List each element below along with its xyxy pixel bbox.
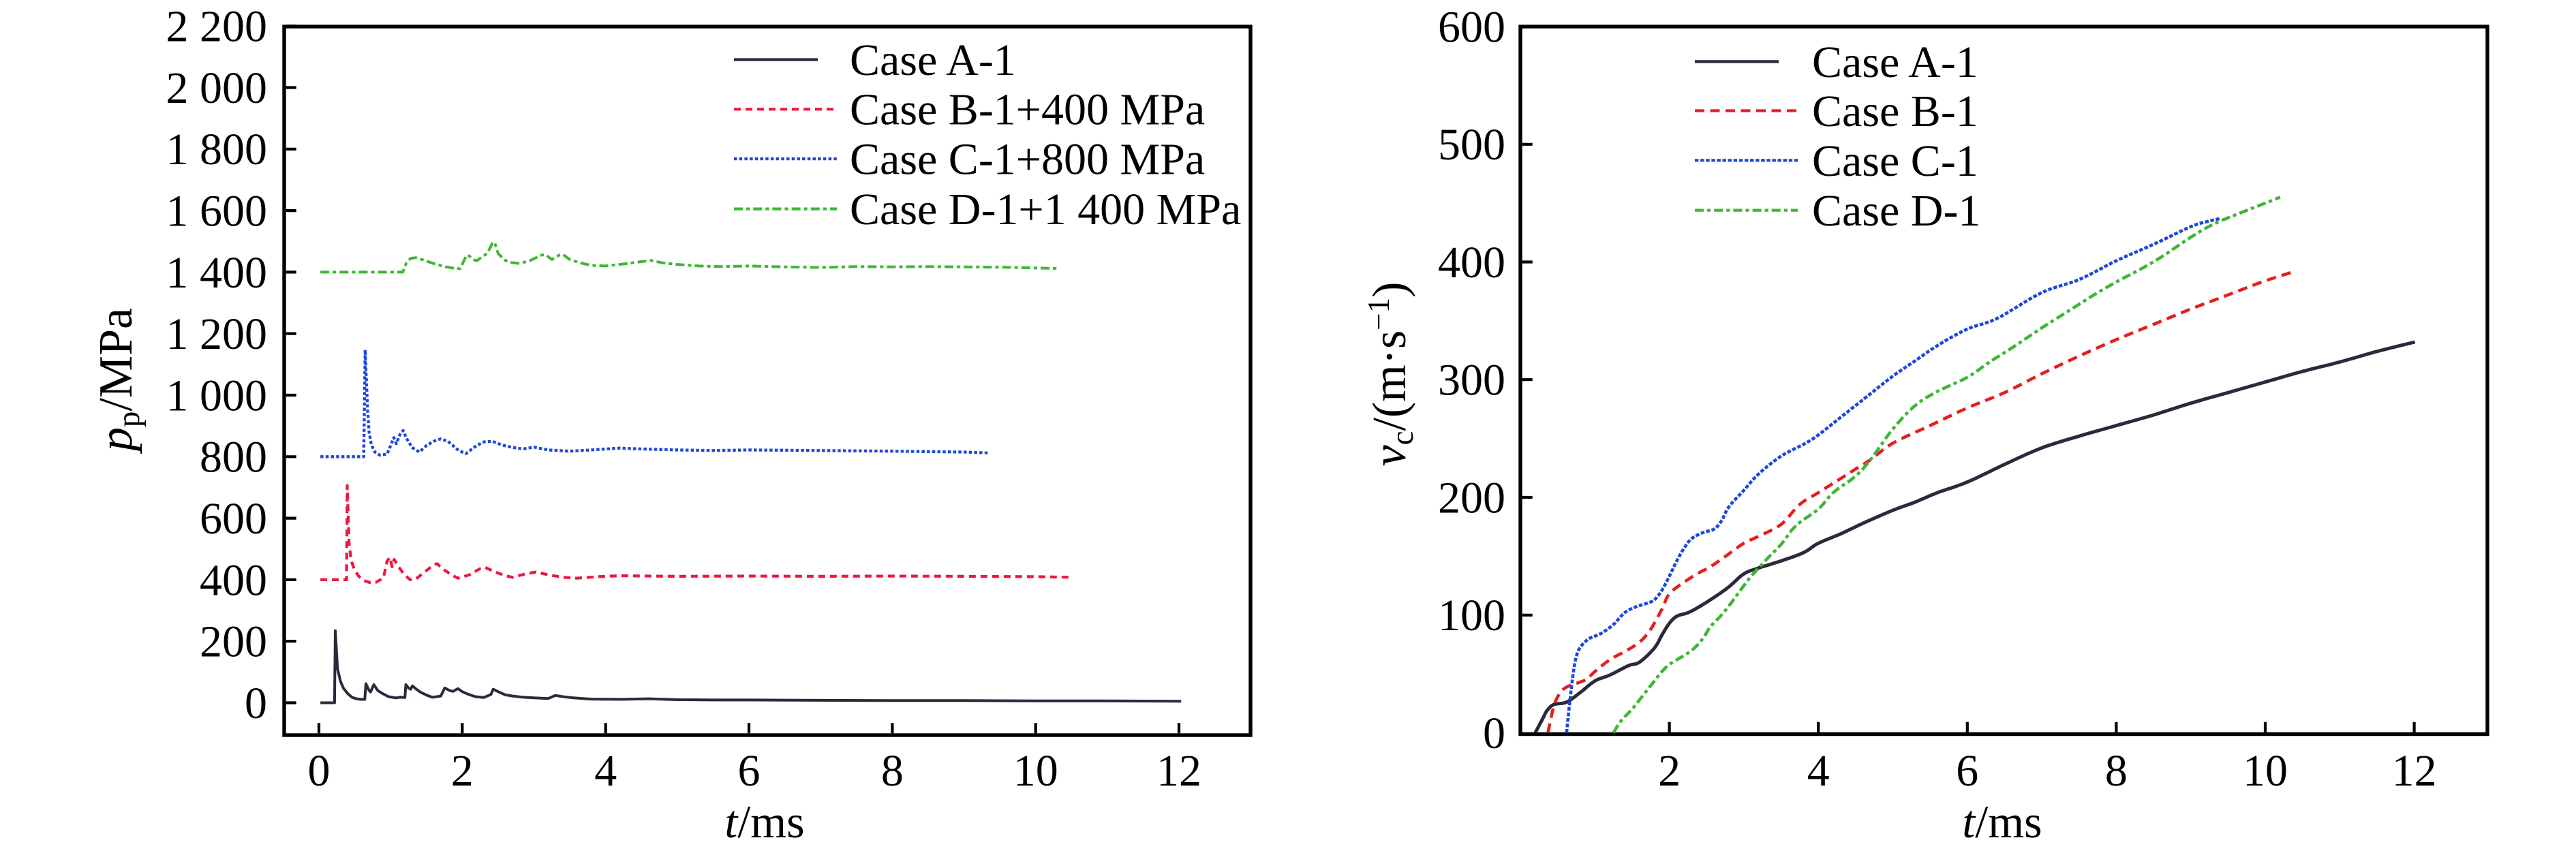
svg-text:t/ms: t/ms (724, 796, 804, 848)
svg-text:1 000: 1 000 (166, 371, 268, 420)
svg-text:600: 600 (200, 494, 267, 544)
svg-text:8: 8 (881, 746, 904, 796)
svg-text:500: 500 (1438, 120, 1505, 170)
svg-text:2: 2 (1658, 746, 1681, 796)
svg-text:Case A-1: Case A-1 (850, 35, 1016, 85)
svg-text:2: 2 (451, 746, 474, 796)
svg-text:Case C-1+800 MPa: Case C-1+800 MPa (850, 135, 1205, 185)
svg-text:100: 100 (1438, 591, 1505, 640)
svg-text:400: 400 (200, 555, 267, 605)
svg-text:1 800: 1 800 (166, 125, 268, 174)
svg-text:Case A-1: Case A-1 (1812, 37, 1978, 87)
svg-text:4: 4 (594, 746, 617, 796)
svg-text:8: 8 (2105, 746, 2128, 796)
svg-text:2 000: 2 000 (166, 63, 268, 113)
svg-text:0: 0 (1483, 709, 1505, 758)
svg-text:12: 12 (2392, 746, 2437, 796)
svg-text:6: 6 (738, 746, 761, 796)
svg-text:1 200: 1 200 (166, 309, 268, 359)
svg-text:4: 4 (1807, 746, 1830, 796)
svg-text:1 400: 1 400 (166, 248, 268, 298)
svg-text:1 600: 1 600 (166, 187, 268, 236)
svg-text:200: 200 (200, 617, 267, 667)
svg-text:vc/(m·s−1): vc/(m·s−1) (1362, 282, 1420, 467)
svg-text:400: 400 (1438, 238, 1505, 288)
svg-text:Case B-1+400 MPa: Case B-1+400 MPa (850, 85, 1205, 135)
svg-text:Case D-1+1 400 MPa: Case D-1+1 400 MPa (850, 185, 1241, 234)
svg-text:0: 0 (245, 679, 267, 728)
svg-text:12: 12 (1156, 746, 1201, 796)
svg-text:300: 300 (1438, 356, 1505, 405)
svg-text:800: 800 (200, 433, 267, 482)
svg-text:Case D-1: Case D-1 (1812, 186, 1980, 236)
svg-text:t/ms: t/ms (1962, 796, 2042, 848)
svg-text:0: 0 (308, 746, 331, 796)
svg-text:pp/MPa: pp/MPa (90, 308, 147, 454)
svg-text:10: 10 (1013, 746, 1058, 796)
svg-text:200: 200 (1438, 473, 1505, 523)
svg-text:Case B-1: Case B-1 (1812, 87, 1978, 136)
svg-text:600: 600 (1438, 2, 1505, 52)
svg-text:6: 6 (1956, 746, 1978, 796)
svg-text:10: 10 (2243, 746, 2288, 796)
svg-text:2 200: 2 200 (166, 2, 268, 52)
svg-text:Case C-1: Case C-1 (1812, 136, 1978, 186)
